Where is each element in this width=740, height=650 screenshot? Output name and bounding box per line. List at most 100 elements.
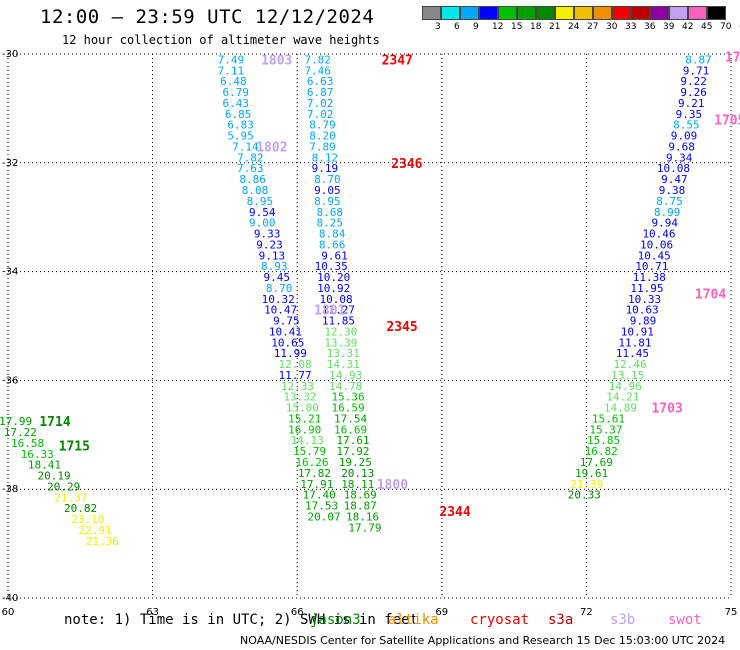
wave-height-point: 10.91 [621, 325, 654, 338]
wave-height-point: 9.89 [630, 315, 657, 328]
wave-height-point: 9.09 [671, 130, 698, 143]
wave-height-point: 9.21 [678, 97, 705, 110]
x-tick-label: 63 [146, 607, 159, 618]
wave-height-point: 9.54 [249, 206, 276, 219]
wave-height-point: 10.33 [628, 293, 661, 306]
wave-height-point: 9.38 [659, 184, 686, 197]
legend-entry-cryosat: cryosat [470, 612, 530, 628]
wave-height-point: 9.00 [249, 217, 276, 230]
wave-height-point: 8.70 [314, 173, 341, 186]
wave-height-point: 15.00 [286, 402, 319, 415]
wave-height-point: 9.68 [668, 140, 695, 153]
wave-height-point: 14.93 [329, 369, 362, 382]
color-scale-swatch [498, 6, 517, 20]
wave-height-point: 9.45 [263, 271, 290, 284]
wave-height-point: 8.75 [656, 195, 683, 208]
color-scale-swatch [479, 6, 498, 20]
y-tick-label: -40 [2, 593, 18, 604]
wave-height-point: 9.33 [254, 228, 281, 241]
wave-height-point: 7.02 [307, 97, 334, 110]
y-tick-label: -30 [2, 49, 18, 60]
wave-height-point: 8.86 [239, 173, 266, 186]
wave-height-point: 17.22 [4, 426, 37, 439]
wave-height-point: 8.55 [673, 119, 700, 132]
wave-height-point: 10.47 [264, 304, 297, 317]
wave-height-point: 17.53 [305, 500, 338, 513]
wave-height-point: 10.32 [262, 293, 295, 306]
color-scale-swatch [536, 6, 555, 20]
wave-height-point: 12.33 [281, 380, 314, 393]
legend-entry-altika: altika [388, 612, 439, 628]
wave-height-point: 7.82 [237, 151, 264, 164]
color-scale-label: 42 [682, 22, 694, 32]
wave-height-point: 7.49 [218, 53, 245, 66]
wave-height-point: 10.35 [315, 260, 348, 273]
wave-height-point: 9.94 [651, 217, 678, 230]
time-annotation: 1801 [314, 304, 345, 319]
legend-entry-s3b: s3b [610, 612, 636, 628]
wave-height-point: 20.13 [341, 467, 374, 480]
wave-height-point: 17.79 [348, 521, 381, 534]
wave-height-point: 8.08 [242, 184, 269, 197]
wave-height-point: 6.85 [225, 108, 252, 121]
wave-height-point: 10.71 [635, 260, 668, 273]
wave-height-point: 5.95 [227, 130, 254, 143]
wave-height-point: 9.13 [259, 249, 286, 262]
wave-height-point: 20.82 [64, 502, 97, 515]
wave-height-point: 17.69 [580, 456, 613, 469]
wave-height-point: 9.75 [273, 315, 300, 328]
legend-entry-s3a: s3a [548, 612, 574, 628]
wave-height-point: 15.61 [592, 412, 625, 425]
wave-height-point: 10.46 [642, 228, 675, 241]
time-annotation: 2344 [439, 505, 470, 520]
color-scale-label: 45 [701, 22, 713, 32]
color-scale-label: 6 [454, 22, 460, 32]
wave-height-point: 22.91 [79, 524, 112, 537]
color-scale-swatch [612, 6, 631, 20]
wave-height-point: 14.96 [609, 380, 642, 393]
wave-height-point: 18.87 [344, 500, 377, 513]
x-tick-label: 72 [580, 607, 593, 618]
wave-height-point: 20.33 [568, 489, 601, 502]
wave-height-point: 13.32 [283, 391, 316, 404]
color-scale-label: 24 [568, 22, 580, 32]
wave-height-point: 20.29 [47, 480, 80, 493]
wave-height-point: 10.20 [317, 271, 350, 284]
wave-height-point: 7.63 [237, 162, 264, 175]
wave-height-point: 8.95 [247, 195, 274, 208]
wave-height-point: 15.37 [589, 423, 622, 436]
wave-height-point: 17.82 [298, 467, 331, 480]
legend-entry-jason3: jason3 [310, 612, 361, 628]
time-annotation: 1803 [261, 53, 292, 68]
wave-height-point: 6.63 [307, 75, 334, 88]
wave-height-point: 9.23 [256, 238, 283, 251]
x-tick-label: 60 [2, 607, 15, 618]
wave-height-point: 8.68 [316, 206, 343, 219]
color-scale-label: 12 [492, 22, 504, 32]
wave-height-point: 8.79 [309, 119, 336, 132]
y-tick-label: -36 [2, 375, 18, 386]
legend-entry-swot: swot [668, 612, 702, 628]
color-scale-label: 15 [511, 22, 523, 32]
x-tick-label: 75 [725, 607, 738, 618]
wave-height-point: 8.84 [319, 228, 346, 241]
wave-height-point: 20.19 [38, 470, 71, 483]
wave-height-point: 12.46 [614, 358, 647, 371]
wave-height-point: 9.47 [661, 173, 688, 186]
time-annotation: 1800 [377, 478, 408, 493]
color-scale-label: 39 [663, 22, 675, 32]
x-tick-label: 66 [291, 607, 304, 618]
wave-height-point: 17.40 [303, 489, 336, 502]
color-scale-swatch [688, 6, 707, 20]
wave-height-point: 7.82 [304, 53, 331, 66]
wave-height-point: 16.33 [21, 448, 54, 461]
wave-height-point: 10.63 [626, 304, 659, 317]
wave-height-point: 15.36 [332, 391, 365, 404]
wave-height-point: 9.61 [321, 249, 348, 262]
color-scale-swatch [650, 6, 669, 20]
color-scale-label: 36 [644, 22, 656, 32]
wave-height-point: 8.93 [261, 260, 288, 273]
wave-height-point: 11.81 [618, 336, 651, 349]
wave-height-point: 10.41 [269, 325, 302, 338]
wave-height-point: 6.87 [307, 86, 334, 99]
